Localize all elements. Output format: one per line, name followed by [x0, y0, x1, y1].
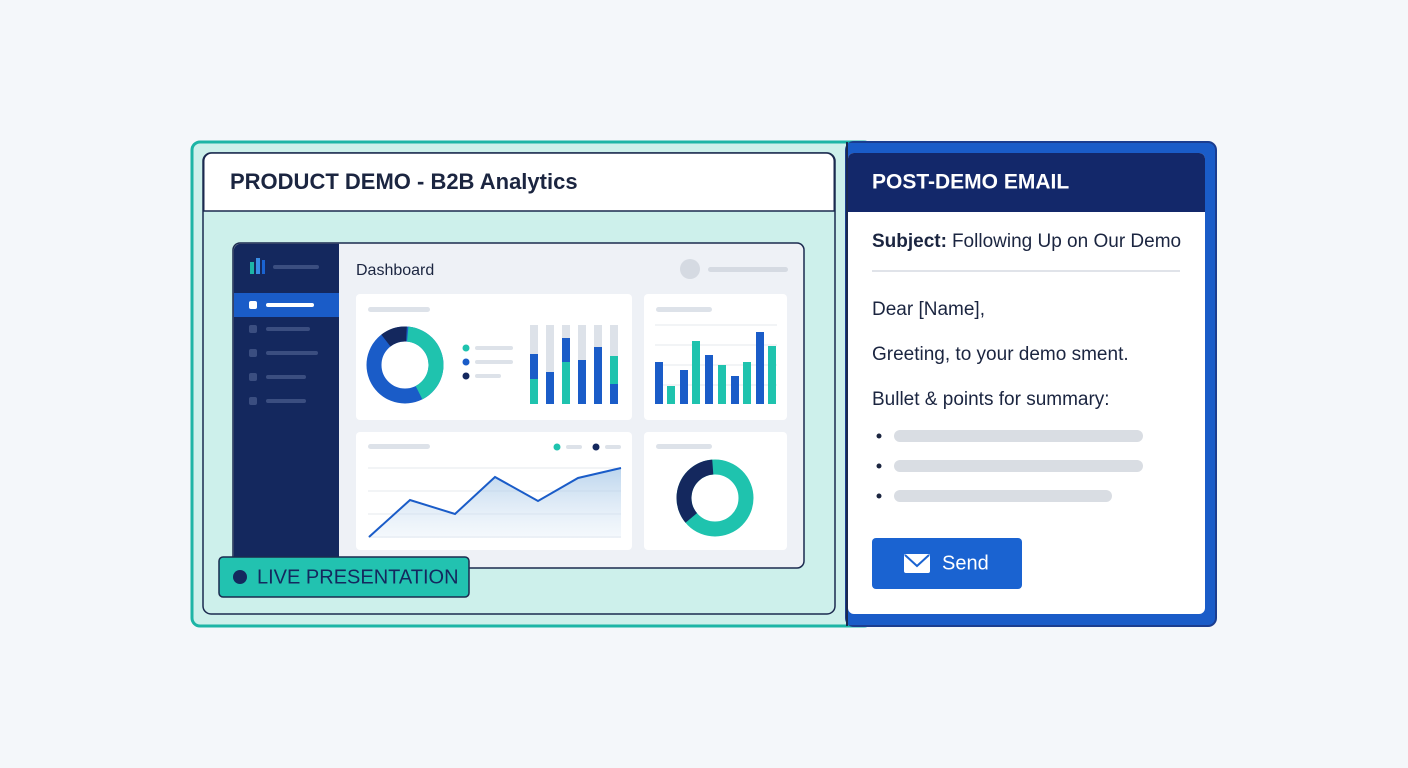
dashboard-window-shape-shape — [266, 375, 306, 379]
dashboard-window-shape-shape — [610, 356, 618, 384]
email-panel: POST-DEMO EMAIL Subject: Following Up on … — [848, 153, 1205, 614]
dashboard-window-shape — [233, 243, 339, 568]
dashboard-window-shape — [656, 444, 712, 449]
dashboard-window-shape — [462, 372, 470, 380]
dashboard-window-shape — [266, 303, 314, 307]
email-body: Greeting, to your demo sment. — [872, 344, 1129, 365]
send-button[interactable]: Send — [872, 538, 1022, 589]
badge-label: LIVE PRESENTATION — [257, 566, 459, 588]
bullet-placeholders-shape — [894, 430, 1143, 442]
dashboard-window-shape-shape — [249, 349, 257, 357]
dashboard-window-shape — [249, 301, 257, 309]
dashboard-window-shape — [680, 370, 688, 404]
dashboard-window-shape-shape — [546, 372, 554, 404]
bullet-placeholders-shape — [876, 493, 882, 499]
dashboard-window-shape — [692, 341, 700, 404]
dashboard-window-shape — [256, 258, 260, 274]
dashboard-window-shape — [644, 432, 787, 550]
dashboard-window-shape-shape — [594, 347, 602, 404]
dashboard-window-shape — [655, 362, 663, 404]
dashboard-window-shape — [462, 344, 470, 352]
dashboard-window-shape — [273, 265, 319, 269]
bullet-placeholders — [876, 430, 1143, 502]
dashboard-window-shape-shape — [530, 379, 538, 404]
subject-line: Subject: Following Up on Our Demo — [872, 231, 1181, 252]
dashboard-window-shape-shape — [249, 325, 257, 333]
email-greeting: Dear [Name], — [872, 299, 985, 320]
bullets-intro: Bullet & points for summary: — [872, 389, 1110, 410]
subject-text: Following Up on Our Demo — [952, 231, 1181, 252]
dashboard-window-shape-shape — [546, 325, 554, 404]
dashboard-window-shape — [756, 332, 764, 404]
bullet-placeholders-shape — [876, 433, 882, 439]
email-title: POST-DEMO EMAIL — [872, 171, 1069, 194]
dashboard-window-shape — [592, 443, 600, 451]
dashboard-window-shape — [250, 262, 254, 274]
dashboard-window-shape — [475, 360, 513, 364]
send-button-shape[interactable] — [904, 554, 930, 568]
dashboard-window-shape — [530, 325, 618, 404]
subject-label: Subject: — [872, 231, 947, 252]
dashboard-window-shape — [249, 325, 318, 405]
live-badge-shape — [218, 556, 470, 598]
demo-panel-shape — [203, 152, 835, 212]
dashboard-window-shape — [680, 259, 700, 279]
bullet-placeholders-shape — [894, 460, 1143, 472]
dashboard-title: Dashboard — [356, 262, 434, 279]
dashboard-window-shape-shape — [266, 327, 310, 331]
dashboard-window: Dashboard — [232, 242, 805, 569]
dashboard-window-shape — [368, 307, 430, 312]
dashboard-window-shape-shape — [610, 384, 618, 404]
send-label[interactable]: Send — [942, 552, 989, 574]
dashboard-window-shape — [368, 467, 622, 538]
send-button-shape[interactable] — [872, 538, 1022, 589]
dashboard-window-shape — [731, 376, 739, 404]
dashboard-window-shape — [708, 267, 788, 272]
dashboard-window-shape-shape — [266, 399, 306, 403]
dashboard-window-shape — [475, 374, 501, 378]
dashboard-window-shape-shape — [249, 397, 257, 405]
dashboard-window-shape — [705, 355, 713, 404]
bullet-placeholders-shape — [876, 463, 882, 469]
dashboard-window-shape — [462, 358, 470, 366]
bullet-placeholders-shape — [894, 490, 1112, 502]
dashboard-window-shape — [644, 294, 787, 420]
dashboard-window-shape — [605, 445, 621, 449]
dashboard-window-shape — [718, 365, 726, 404]
dashboard-window-shape — [368, 444, 430, 449]
dashboard-window-shape-shape — [562, 362, 570, 404]
dashboard-window-shape — [667, 386, 675, 404]
dashboard-window-shape — [743, 362, 751, 404]
live-badge-shape — [233, 570, 247, 584]
dashboard-window-shape — [366, 326, 444, 404]
dashboard-window-shape-shape — [266, 351, 318, 355]
dashboard-window-shape — [366, 326, 444, 404]
dashboard-window-shape — [656, 307, 712, 312]
dashboard-window-shape-shape — [530, 354, 538, 379]
dashboard-window-shape-shape — [578, 360, 586, 404]
dashboard-window-shape — [369, 468, 621, 538]
live-badge: LIVE PRESENTATION — [218, 556, 470, 598]
email-panel-shape — [848, 153, 1205, 212]
dashboard-window-shape — [768, 346, 776, 404]
panel-title: PRODUCT DEMO - B2B Analytics — [230, 169, 578, 194]
dashboard-window-shape — [553, 443, 561, 451]
dashboard-window-shape-shape — [249, 373, 257, 381]
dashboard-window-shape — [676, 459, 754, 537]
dashboard-window-shape — [566, 445, 582, 449]
dashboard-window-shape-shape — [562, 338, 570, 362]
dashboard-window-shape — [475, 346, 513, 350]
dashboard-window-shape — [262, 260, 265, 274]
